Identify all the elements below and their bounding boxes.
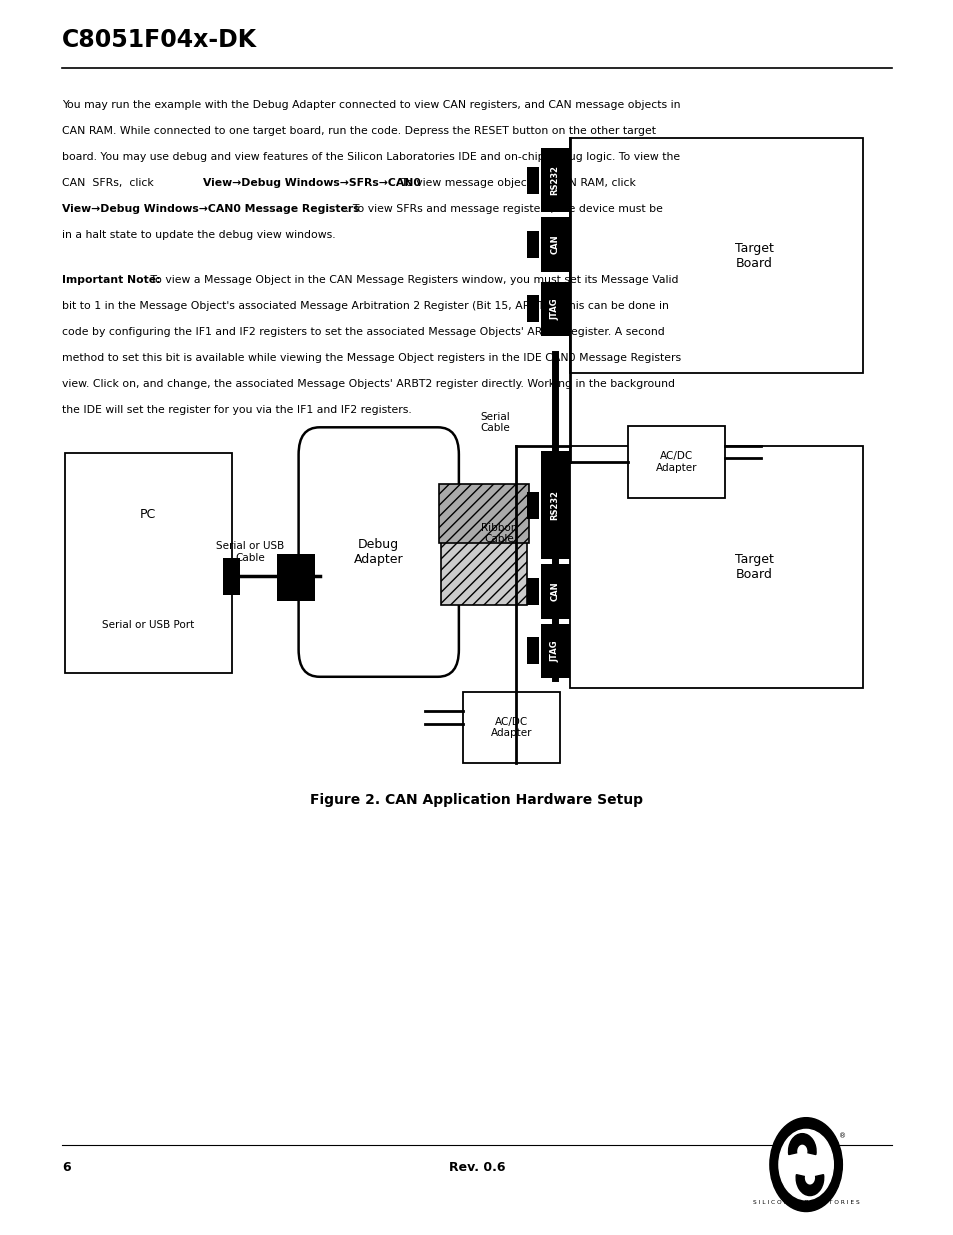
FancyBboxPatch shape <box>569 138 862 373</box>
Text: code by configuring the IF1 and IF2 registers to set the associated Message Obje: code by configuring the IF1 and IF2 regi… <box>62 327 664 337</box>
Text: View→Debug Windows→CAN0 Message Registers: View→Debug Windows→CAN0 Message Register… <box>62 204 359 214</box>
Text: Figure 2. CAN Application Hardware Setup: Figure 2. CAN Application Hardware Setup <box>310 793 643 808</box>
Wedge shape <box>796 1174 822 1195</box>
Text: Serial or USB Port: Serial or USB Port <box>102 620 194 630</box>
FancyBboxPatch shape <box>569 446 862 688</box>
Text: You may run the example with the Debug Adapter connected to view CAN registers, : You may run the example with the Debug A… <box>62 100 679 110</box>
Circle shape <box>769 1118 841 1212</box>
Text: AC/DC
Adapter: AC/DC Adapter <box>490 716 532 739</box>
Text: ®: ® <box>838 1134 845 1140</box>
Text: in a halt state to update the debug view windows.: in a halt state to update the debug view… <box>62 230 335 240</box>
FancyBboxPatch shape <box>65 453 232 673</box>
FancyBboxPatch shape <box>276 555 314 601</box>
Text: . To view SFRs and message registers, the device must be: . To view SFRs and message registers, th… <box>346 204 662 214</box>
FancyBboxPatch shape <box>526 231 538 258</box>
FancyBboxPatch shape <box>540 564 569 619</box>
FancyBboxPatch shape <box>462 692 559 763</box>
FancyBboxPatch shape <box>526 295 538 322</box>
Text: JTAG: JTAG <box>550 640 559 662</box>
Text: the IDE will set the register for you via the IF1 and IF2 registers.: the IDE will set the register for you vi… <box>62 405 412 415</box>
Wedge shape <box>788 1134 815 1155</box>
FancyBboxPatch shape <box>540 282 569 336</box>
Text: CAN  SFRs,  click: CAN SFRs, click <box>62 178 161 188</box>
Text: Target
Board: Target Board <box>735 553 773 580</box>
Text: AC/DC
Adapter: AC/DC Adapter <box>655 451 697 473</box>
Text: Important Note:: Important Note: <box>62 275 160 285</box>
Text: To view a Message Object in the CAN Message Registers window, you must set its M: To view a Message Object in the CAN Mess… <box>147 275 678 285</box>
Text: method to set this bit is available while viewing the Message Object registers i: method to set this bit is available whil… <box>62 353 680 363</box>
FancyBboxPatch shape <box>526 578 538 605</box>
Text: 6: 6 <box>62 1161 71 1173</box>
Text: PC: PC <box>140 509 156 521</box>
Circle shape <box>778 1129 832 1200</box>
FancyBboxPatch shape <box>540 624 569 678</box>
Text: Serial or USB
Cable: Serial or USB Cable <box>215 541 284 563</box>
Text: C8051F04x-DK: C8051F04x-DK <box>62 28 257 52</box>
Text: .  To view message objects in CAN RAM, click: . To view message objects in CAN RAM, cl… <box>391 178 636 188</box>
Text: CAN: CAN <box>550 235 559 254</box>
Text: CAN: CAN <box>550 582 559 601</box>
Text: RS232: RS232 <box>550 490 559 520</box>
FancyBboxPatch shape <box>526 492 538 519</box>
Text: Rev. 0.6: Rev. 0.6 <box>448 1161 505 1173</box>
Text: bit to 1 in the Message Object's associated Message Arbitration 2 Register (Bit : bit to 1 in the Message Object's associa… <box>62 301 668 311</box>
FancyBboxPatch shape <box>440 529 526 605</box>
Text: View→Debug Windows→SFRs→CAN0: View→Debug Windows→SFRs→CAN0 <box>203 178 420 188</box>
FancyBboxPatch shape <box>223 558 240 595</box>
FancyBboxPatch shape <box>540 148 569 212</box>
FancyBboxPatch shape <box>627 426 724 498</box>
Text: Ribbon
Cable: Ribbon Cable <box>480 522 517 545</box>
Text: RS232: RS232 <box>550 165 559 195</box>
Text: S I L I C O N   L A B O R A T O R I E S: S I L I C O N L A B O R A T O R I E S <box>752 1200 859 1205</box>
Text: Serial
Cable: Serial Cable <box>479 411 510 433</box>
FancyBboxPatch shape <box>540 217 569 272</box>
Text: Debug
Adapter: Debug Adapter <box>354 538 403 566</box>
FancyBboxPatch shape <box>540 451 569 559</box>
Text: JTAG: JTAG <box>550 298 559 320</box>
FancyBboxPatch shape <box>526 637 538 664</box>
FancyBboxPatch shape <box>526 167 538 194</box>
Text: Target
Board: Target Board <box>735 242 773 269</box>
Text: CAN RAM. While connected to one target board, run the code. Depress the RESET bu: CAN RAM. While connected to one target b… <box>62 126 656 136</box>
FancyBboxPatch shape <box>438 484 529 543</box>
Text: view. Click on, and change, the associated Message Objects' ARBT2 register direc: view. Click on, and change, the associat… <box>62 379 675 389</box>
FancyBboxPatch shape <box>298 427 458 677</box>
Text: board. You may use debug and view features of the Silicon Laboratories IDE and o: board. You may use debug and view featur… <box>62 152 679 162</box>
